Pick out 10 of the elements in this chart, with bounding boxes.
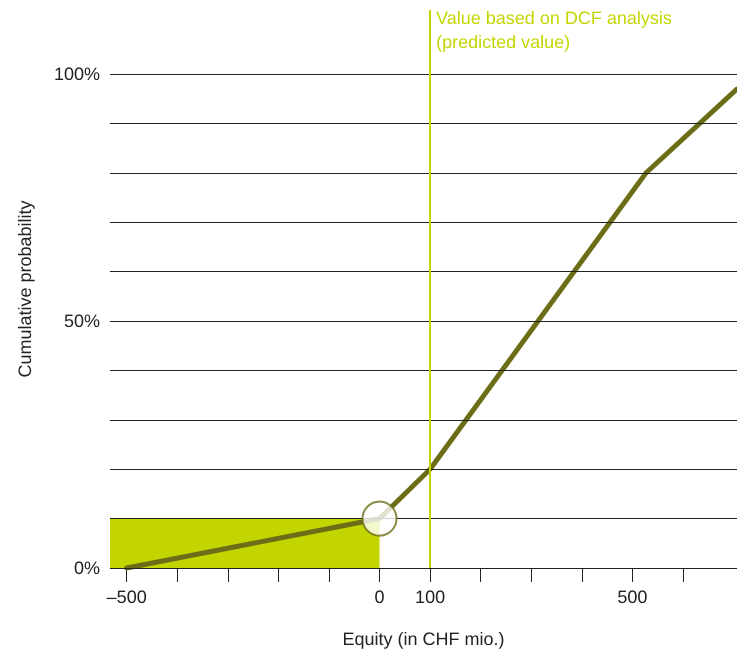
x-tick-label: 100 <box>415 587 446 607</box>
y-tick-label: 0% <box>74 558 100 578</box>
x-tick-label: 500 <box>617 587 648 607</box>
y-tick-label: 50% <box>64 311 100 332</box>
y-tick-label: 100% <box>54 64 100 84</box>
x-axis-title: Equity (in CHF mio.) <box>342 629 505 649</box>
x-tick-label: 0 <box>374 587 385 607</box>
y-axis-title: Cumulative probability <box>15 200 35 378</box>
x-tick-label: –500 <box>106 587 147 607</box>
ref-line-label: Value based on DCF analysis (predicted value) <box>436 8 672 52</box>
